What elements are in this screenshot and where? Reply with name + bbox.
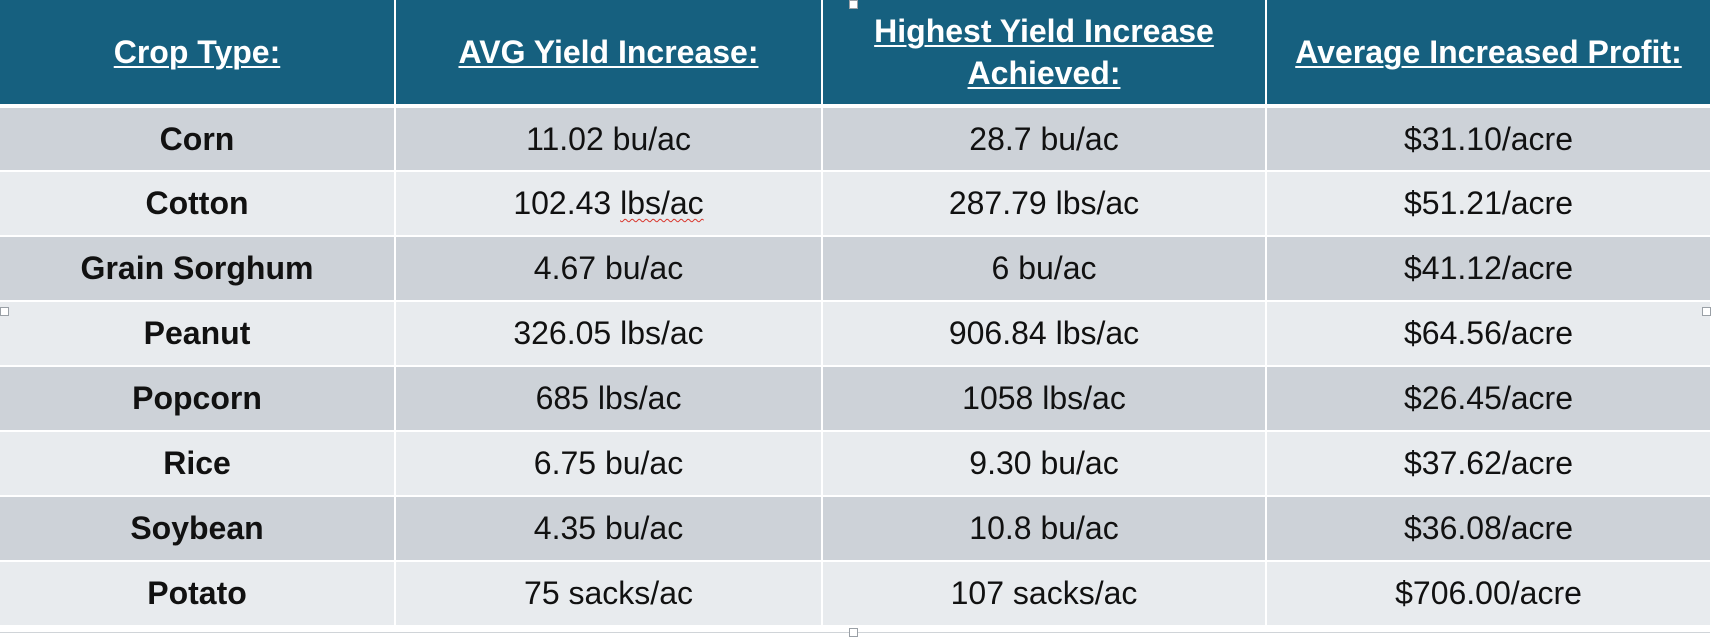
cell-highest-yield[interactable]: 9.30 bu/ac (822, 431, 1267, 497)
cell-avg-yield[interactable]: 326.05 lbs/ac (395, 301, 823, 367)
cell-avg-yield[interactable]: 102.43 lbs/ac (395, 171, 823, 237)
table-resize-handle-left[interactable] (0, 307, 9, 316)
cell-crop[interactable]: Grain Sorghum (0, 236, 396, 302)
header-avg-yield-increase[interactable]: AVG Yield Increase: (395, 0, 823, 108)
table-row: Potato 75 sacks/ac 107 sacks/ac $706.00/… (0, 561, 1710, 627)
cell-profit[interactable]: $37.62/acre (1266, 431, 1710, 497)
cell-profit[interactable]: $31.10/acre (1266, 106, 1710, 172)
table-row: Peanut 326.05 lbs/ac 906.84 lbs/ac $64.5… (0, 301, 1710, 367)
cell-profit[interactable]: $41.12/acre (1266, 236, 1710, 302)
cell-crop[interactable]: Cotton (0, 171, 396, 237)
cell-highest-yield[interactable]: 6 bu/ac (822, 236, 1267, 302)
cell-avg-yield[interactable]: 75 sacks/ac (395, 561, 823, 627)
cell-profit[interactable]: $64.56/acre (1266, 301, 1710, 367)
cell-crop[interactable]: Corn (0, 106, 396, 172)
header-highest-yield-increase[interactable]: Highest Yield Increase Achieved: (822, 0, 1267, 108)
table-row: Rice 6.75 bu/ac 9.30 bu/ac $37.62/acre (0, 431, 1710, 497)
cell-crop[interactable]: Peanut (0, 301, 396, 367)
cell-crop[interactable]: Soybean (0, 496, 396, 562)
header-average-increased-profit[interactable]: Average Increased Profit: (1266, 0, 1710, 108)
cell-avg-yield[interactable]: 6.75 bu/ac (395, 431, 823, 497)
cell-highest-yield[interactable]: 906.84 lbs/ac (822, 301, 1267, 367)
table-resize-handle-top[interactable] (849, 0, 858, 9)
table-row: Cotton 102.43 lbs/ac 287.79 lbs/ac $51.2… (0, 171, 1710, 237)
table-row: Grain Sorghum 4.67 bu/ac 6 bu/ac $41.12/… (0, 236, 1710, 302)
table-row: Popcorn 685 lbs/ac 1058 lbs/ac $26.45/ac… (0, 366, 1710, 432)
spellcheck-flagged-unit: lbs/ac (620, 185, 704, 221)
avg-yield-number: 102.43 (513, 185, 621, 221)
cell-highest-yield[interactable]: 1058 lbs/ac (822, 366, 1267, 432)
table-row: Soybean 4.35 bu/ac 10.8 bu/ac $36.08/acr… (0, 496, 1710, 562)
cell-profit[interactable]: $706.00/acre (1266, 561, 1710, 627)
cell-avg-yield[interactable]: 11.02 bu/ac (395, 106, 823, 172)
header-row: Crop Type: AVG Yield Increase: Highest Y… (0, 0, 1710, 108)
table-row: Corn 11.02 bu/ac 28.7 bu/ac $31.10/acre (0, 106, 1710, 172)
cell-highest-yield[interactable]: 107 sacks/ac (822, 561, 1267, 627)
cell-crop[interactable]: Popcorn (0, 366, 396, 432)
cell-crop[interactable]: Potato (0, 561, 396, 627)
cell-avg-yield[interactable]: 685 lbs/ac (395, 366, 823, 432)
cell-highest-yield[interactable]: 10.8 bu/ac (822, 496, 1267, 562)
table-resize-handle-bottom[interactable] (849, 628, 858, 637)
header-crop-type[interactable]: Crop Type: (0, 0, 396, 108)
cell-highest-yield[interactable]: 28.7 bu/ac (822, 106, 1267, 172)
cell-avg-yield[interactable]: 4.35 bu/ac (395, 496, 823, 562)
cell-avg-yield[interactable]: 4.67 bu/ac (395, 236, 823, 302)
cell-crop[interactable]: Rice (0, 431, 396, 497)
cell-profit[interactable]: $26.45/acre (1266, 366, 1710, 432)
cell-highest-yield[interactable]: 287.79 lbs/ac (822, 171, 1267, 237)
table-resize-handle-right[interactable] (1702, 307, 1711, 316)
cell-profit[interactable]: $51.21/acre (1266, 171, 1710, 237)
cell-profit[interactable]: $36.08/acre (1266, 496, 1710, 562)
